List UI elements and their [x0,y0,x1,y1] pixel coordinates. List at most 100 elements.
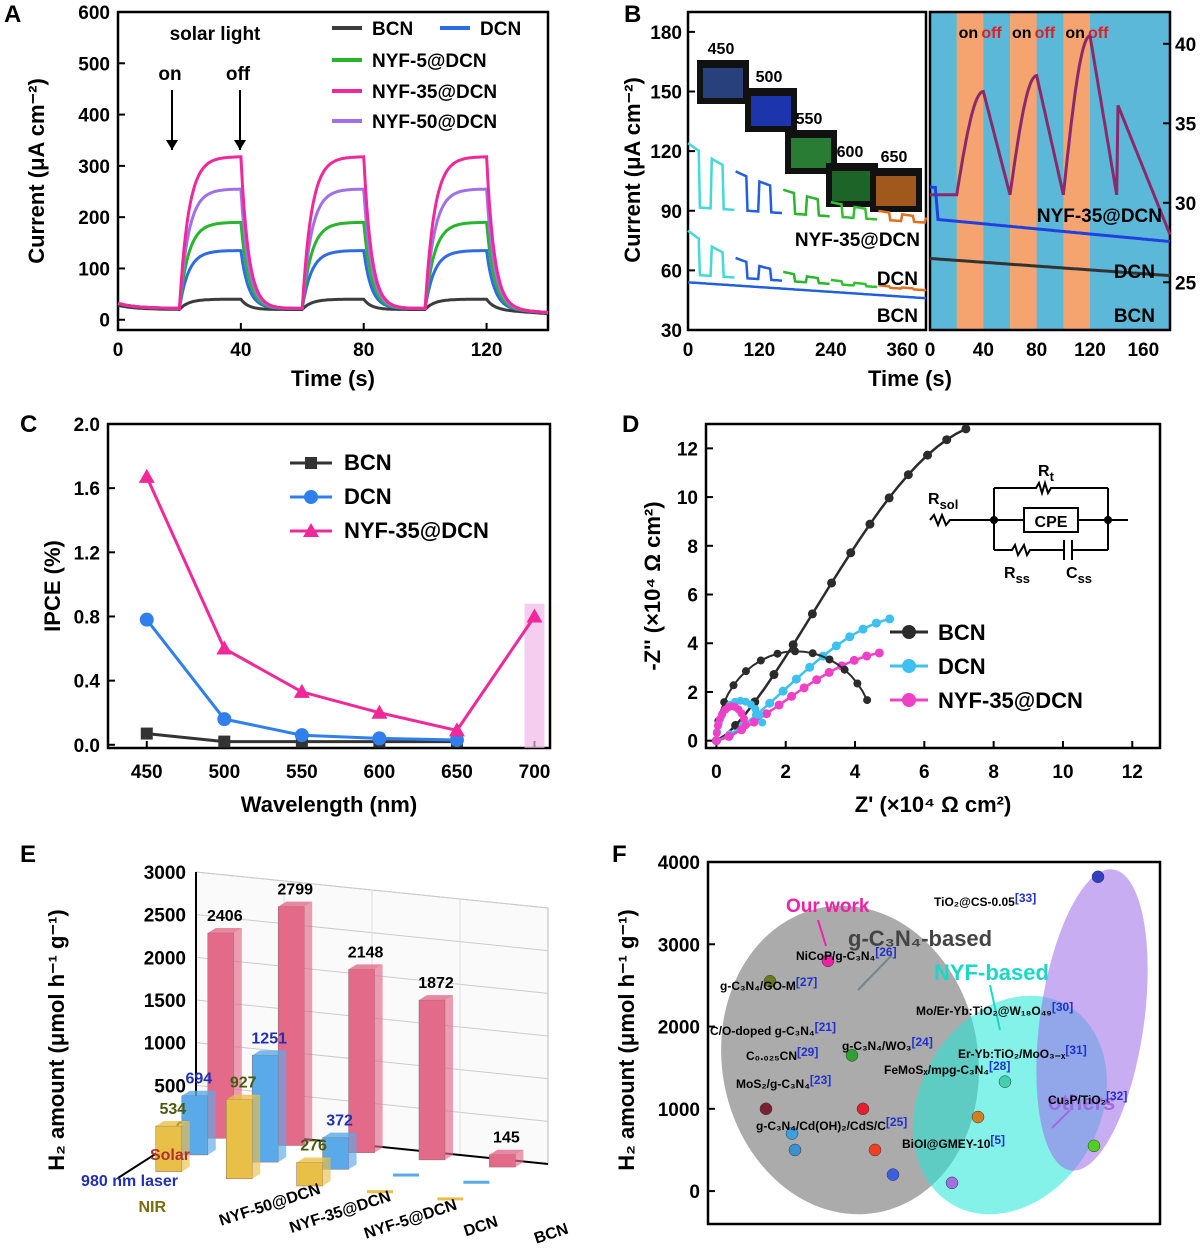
y-tick-label: 0 [99,311,110,332]
data-point [1087,1139,1101,1153]
point-label: BiOI@GMEY-10[5] [902,1133,1005,1151]
data-point [788,640,798,650]
data-point [294,728,309,743]
legend-label: NYF-50@DCN [372,112,497,133]
data-point [371,704,388,719]
group-label: others [1048,1090,1115,1115]
data-point [874,648,884,658]
data-point [778,686,788,696]
data-point [812,675,822,685]
data-point [526,608,543,623]
annotation-off: off [226,64,251,85]
bar-value-label: 694 [185,1071,212,1088]
x-tick-label: 12 [1122,762,1143,783]
point-label: NiCoP/g-C₃N₄[26] [796,945,897,963]
series-line-bcn [117,297,549,316]
x-tick-label: 80 [1026,340,1047,361]
y-tick-label: 300 [78,157,110,178]
off-label: off [1035,25,1056,42]
series-line-dcn [145,618,457,742]
data-point [945,1176,959,1190]
data-point [741,721,750,730]
legend-marker [902,659,916,673]
y-tick-label: 2000 [658,1018,700,1039]
data-point [448,722,465,737]
data-point [942,435,952,445]
circuit-rsol [929,512,994,528]
bar-value-label: 927 [230,1075,257,1092]
y-axis-label: H₂ amount (μmol h⁻¹ g⁻¹) [614,909,639,1171]
series-label: BCN [877,306,918,327]
bar-flat [393,1173,419,1177]
bar-value-label: 1251 [251,1030,287,1047]
x-tick-label: 0 [683,340,694,361]
point-label: Er-Yb:TiO₂/MoO₃₋ₓ[31] [958,1043,1087,1061]
bar-value-label: 372 [326,1113,353,1130]
sample-label: BCN [532,1221,570,1248]
dcn-trace [929,185,1171,244]
legend-label: NYF-35@DCN [938,688,1083,713]
x-axis-label: Time (s) [868,366,952,391]
data-point [724,731,734,741]
x-tick-label: 160 [1127,340,1159,361]
panel-c-frame [106,422,552,750]
data-point [216,640,233,655]
nyf-trace [830,200,878,221]
legend-marker [305,457,317,469]
data-point [821,954,835,968]
data-point [871,618,881,628]
panel-d: 0 2 4 6 8 10 12 0 2 4 6 8 10 12 Z' (×10⁴ Ω cm²) -Z'' (×… [640,422,1162,817]
point-label: FeMoSₓ/mpg-C₃N₄[28] [884,1059,1010,1077]
bar-top [278,901,313,907]
x-tick-label: 700 [519,762,551,783]
data-point [729,681,738,690]
data-point [739,714,748,723]
wavelength-label: 500 [756,69,783,86]
circuit-node [990,516,998,524]
data-point [863,696,872,705]
bar-side [233,927,242,1139]
arrow-head [234,140,246,150]
group-label: NYF-based [934,960,1049,985]
series-line-dcn [117,249,549,315]
x-tick-label: 120 [744,340,776,361]
data-point [773,649,782,658]
y-tick-label: 150 [650,83,682,104]
condition-label: Solar [150,1147,190,1164]
data-point [756,656,765,665]
light-on-band [1063,12,1090,330]
point-label: g-C₃N₄/GO-M[27] [720,975,817,993]
photo-glow [751,96,791,126]
circuit-cpe-box [1023,507,1079,533]
panel-c: 0.0 0.4 0.8 1.2 1.6 2.0 450 500 550 600 650 700 Wave… [40,415,552,817]
legend-label: BCN [344,450,392,475]
legend-marker [902,693,916,707]
x-tick-label: 40 [973,340,994,361]
y-tick-label: 25 [1175,273,1197,294]
bcn-trace [687,281,927,300]
point-label: C₀.₀₂₅CN[29] [746,1045,818,1063]
y-tick-label: 40 [1175,35,1196,56]
data-point [998,1075,1012,1088]
legend-label: DCN [344,484,392,509]
x-tick-label: 500 [208,762,240,783]
bar-nir [155,1125,183,1172]
series-line-nyf-5-dcn [117,220,549,315]
on-label: on [1012,25,1032,42]
data-point [765,698,775,708]
legend-marker [303,523,319,537]
data-point [868,1143,882,1157]
z-tick-label: 1500 [144,991,186,1012]
bar-side [322,1157,331,1186]
panel-label-e: E [20,841,36,868]
x-tick-label: 80 [353,340,374,361]
series-line-nyf-35-dcn [117,155,549,315]
bar-side [207,1090,216,1155]
data-point [853,679,862,688]
y-tick-label: 120 [650,142,682,163]
data-point [741,667,750,676]
panel-label-b: B [624,1,641,28]
data-point [751,705,760,714]
wavelength-label: 650 [881,149,908,166]
